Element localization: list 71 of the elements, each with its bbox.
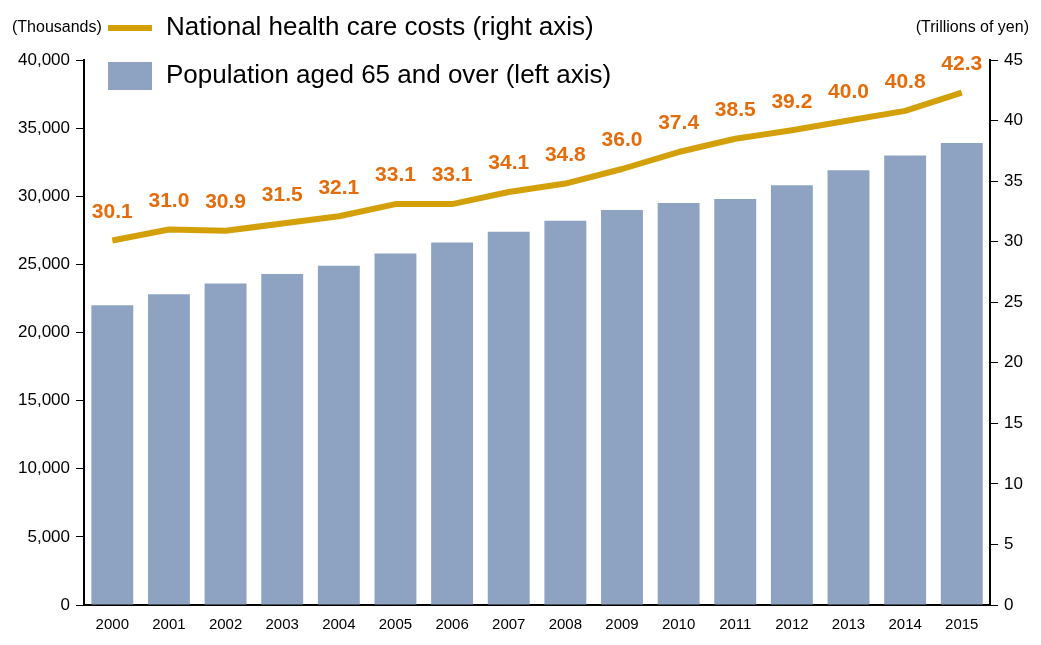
- x-tick-label: 2003: [265, 615, 299, 633]
- y2-tick-label: 30: [1004, 231, 1024, 251]
- data-label: 40.0: [828, 78, 869, 102]
- y2-tick-label: 25: [1004, 291, 1024, 311]
- data-label: 34.8: [544, 141, 587, 165]
- bar: [657, 203, 700, 605]
- x-tick-label: 2000: [95, 615, 129, 633]
- y2-tick-label: 20: [1004, 352, 1024, 372]
- data-label: 34.1: [488, 150, 530, 174]
- bar: [714, 198, 757, 605]
- y-axis-title: (Thousands): [12, 18, 102, 36]
- y-tick-label: 25,000: [18, 254, 70, 274]
- bar: [431, 242, 474, 605]
- y-tick-label: 40,000: [18, 49, 70, 69]
- bar: [601, 209, 643, 605]
- x-tick-label: 2011: [719, 615, 752, 633]
- data-label: 38.5: [714, 97, 757, 121]
- y2-tick-label: 40: [1004, 110, 1024, 130]
- x-tick-label: 2010: [661, 615, 696, 633]
- x-tick-label: 2005: [378, 615, 413, 633]
- x-tick-label: 2007: [492, 615, 526, 633]
- x-tick-label: 2008: [548, 615, 583, 633]
- data-label: 39.2: [771, 88, 813, 112]
- y-tick-label: 15,000: [18, 390, 70, 410]
- data-label: 32.1: [318, 174, 360, 198]
- y-tick-label: 10,000: [18, 458, 70, 478]
- bar: [147, 294, 190, 605]
- y2-tick-label: 10: [1004, 473, 1024, 493]
- legend-label: Population aged 65 and over (left axis): [166, 59, 612, 90]
- y2-axis-title: (Trillions of yen): [915, 18, 1029, 36]
- bar: [91, 305, 134, 605]
- x-tick-label: 2014: [888, 615, 922, 633]
- data-label: 33.1: [431, 162, 473, 186]
- bar: [261, 273, 304, 605]
- x-tick-label: 2009: [605, 615, 639, 633]
- bar: [770, 185, 813, 605]
- x-tick-label: 2002: [208, 615, 243, 633]
- bar: [374, 253, 417, 605]
- bar: [827, 170, 870, 605]
- bar: [544, 220, 587, 605]
- data-label: 40.8: [884, 69, 926, 93]
- y-tick-label: 20,000: [18, 322, 70, 342]
- y2-tick-label: 35: [1004, 170, 1024, 190]
- x-tick-label: 2004: [322, 615, 356, 633]
- y2-tick-label: 5: [1004, 534, 1014, 554]
- x-tick-label: 2015: [945, 615, 979, 633]
- bar: [317, 265, 360, 605]
- legend-label: National health care costs (right axis): [166, 11, 594, 42]
- data-label: 33.1: [375, 162, 417, 186]
- x-tick-label: 2001: [152, 615, 186, 633]
- bar: [884, 155, 927, 605]
- y2-tick-label: 15: [1004, 413, 1024, 433]
- y2-tick-label: 0: [1004, 594, 1014, 614]
- data-label: 30.1: [91, 198, 134, 222]
- x-tick-label: 2012: [775, 615, 809, 633]
- data-label: 31.5: [261, 181, 303, 205]
- data-label: 31.0: [148, 187, 190, 211]
- y-tick-label: 35,000: [18, 117, 70, 137]
- y2-tick-label: 45: [1004, 49, 1024, 69]
- bar: [940, 143, 983, 605]
- data-label: 36.0: [601, 127, 643, 151]
- x-tick-label: 2006: [435, 615, 469, 633]
- y-tick-label: 30,000: [18, 185, 70, 205]
- bar: [487, 231, 530, 605]
- data-label: 37.4: [658, 110, 700, 134]
- x-tick-label: 2013: [831, 615, 866, 633]
- y-tick-label: 5,000: [27, 526, 70, 546]
- data-label: 30.9: [205, 189, 247, 213]
- bar: [204, 283, 247, 605]
- data-label: 42.3: [941, 51, 983, 74]
- y-tick-label: 0: [60, 594, 70, 614]
